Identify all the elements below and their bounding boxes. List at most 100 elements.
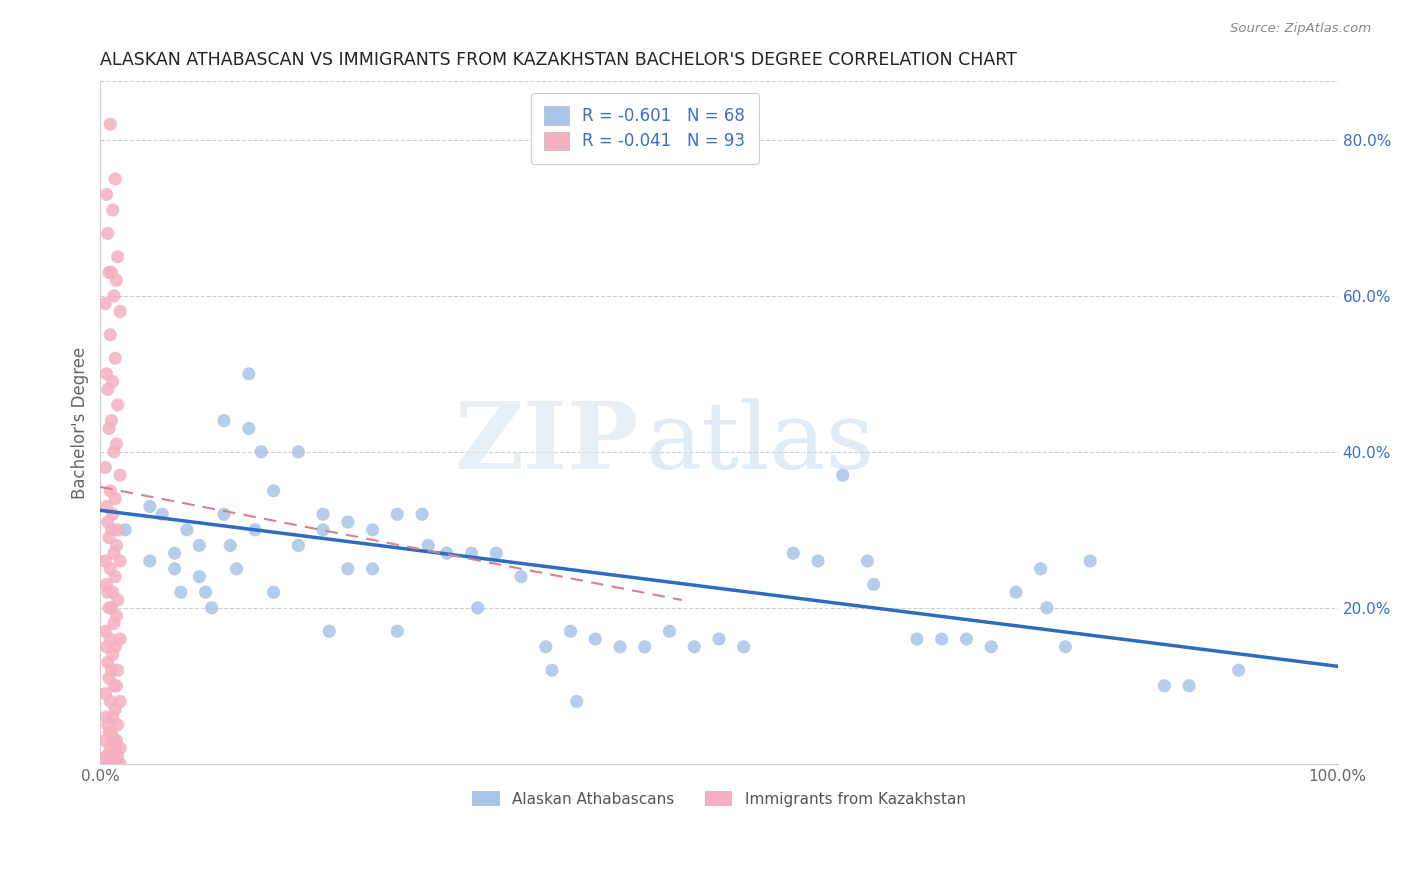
Point bbox=[98, 756, 121, 771]
Point bbox=[1178, 679, 1201, 693]
Point bbox=[238, 367, 260, 381]
Point bbox=[104, 351, 127, 366]
Point bbox=[94, 554, 117, 568]
Point bbox=[97, 718, 120, 732]
Point bbox=[100, 725, 122, 739]
Point bbox=[96, 756, 118, 771]
Point bbox=[98, 600, 121, 615]
Point bbox=[94, 624, 117, 639]
Point bbox=[100, 663, 122, 677]
Point bbox=[100, 265, 122, 279]
Point bbox=[98, 265, 121, 279]
Point bbox=[485, 546, 508, 560]
Point bbox=[467, 600, 489, 615]
Point bbox=[1036, 600, 1059, 615]
Point bbox=[98, 327, 121, 342]
Point bbox=[150, 507, 173, 521]
Point bbox=[609, 640, 631, 654]
Point bbox=[201, 600, 224, 615]
Point bbox=[98, 421, 121, 435]
Point bbox=[243, 523, 266, 537]
Point bbox=[188, 569, 211, 583]
Point bbox=[250, 445, 273, 459]
Point bbox=[97, 656, 120, 670]
Point bbox=[105, 273, 128, 287]
Point bbox=[194, 585, 217, 599]
Legend: Alaskan Athabascans, Immigrants from Kazakhstan: Alaskan Athabascans, Immigrants from Kaz… bbox=[465, 783, 973, 814]
Point bbox=[98, 741, 121, 756]
Point bbox=[96, 710, 118, 724]
Point bbox=[782, 546, 804, 560]
Point bbox=[108, 741, 131, 756]
Point bbox=[418, 538, 440, 552]
Point bbox=[1005, 585, 1028, 599]
Point bbox=[98, 725, 121, 739]
Point bbox=[96, 500, 118, 514]
Point bbox=[931, 632, 953, 646]
Point bbox=[105, 733, 128, 747]
Point bbox=[108, 694, 131, 708]
Point bbox=[96, 367, 118, 381]
Point bbox=[107, 718, 129, 732]
Point bbox=[108, 554, 131, 568]
Point bbox=[807, 554, 830, 568]
Point bbox=[101, 202, 124, 217]
Text: ALASKAN ATHABASCAN VS IMMIGRANTS FROM KAZAKHSTAN BACHELOR'S DEGREE CORRELATION C: ALASKAN ATHABASCAN VS IMMIGRANTS FROM KA… bbox=[100, 51, 1017, 69]
Point bbox=[105, 538, 128, 552]
Point bbox=[1029, 562, 1052, 576]
Point bbox=[107, 593, 129, 607]
Point bbox=[97, 585, 120, 599]
Point bbox=[287, 538, 309, 552]
Point bbox=[212, 507, 235, 521]
Point bbox=[103, 756, 125, 771]
Point bbox=[534, 640, 557, 654]
Point bbox=[105, 756, 128, 771]
Point bbox=[101, 585, 124, 599]
Point bbox=[98, 483, 121, 498]
Point bbox=[560, 624, 582, 639]
Point bbox=[104, 741, 127, 756]
Point bbox=[107, 749, 129, 764]
Point bbox=[1078, 554, 1101, 568]
Point bbox=[856, 554, 879, 568]
Point bbox=[101, 507, 124, 521]
Point bbox=[387, 507, 409, 521]
Point bbox=[707, 632, 730, 646]
Point bbox=[101, 375, 124, 389]
Point bbox=[98, 671, 121, 685]
Point bbox=[905, 632, 928, 646]
Point bbox=[108, 304, 131, 318]
Point bbox=[105, 437, 128, 451]
Point bbox=[107, 756, 129, 771]
Point bbox=[98, 694, 121, 708]
Point bbox=[96, 640, 118, 654]
Point bbox=[94, 460, 117, 475]
Point bbox=[565, 694, 588, 708]
Point bbox=[312, 507, 335, 521]
Point bbox=[1227, 663, 1250, 677]
Point bbox=[170, 585, 193, 599]
Point bbox=[107, 250, 129, 264]
Point bbox=[108, 756, 131, 771]
Point bbox=[104, 756, 127, 771]
Point bbox=[107, 523, 129, 537]
Point bbox=[100, 749, 122, 764]
Point bbox=[97, 227, 120, 241]
Point bbox=[100, 414, 122, 428]
Point bbox=[97, 383, 120, 397]
Point bbox=[238, 421, 260, 435]
Point bbox=[108, 632, 131, 646]
Point bbox=[1153, 679, 1175, 693]
Point bbox=[583, 632, 606, 646]
Point bbox=[634, 640, 657, 654]
Point bbox=[98, 756, 121, 771]
Point bbox=[103, 616, 125, 631]
Point bbox=[263, 483, 285, 498]
Point bbox=[103, 679, 125, 693]
Y-axis label: Bachelor's Degree: Bachelor's Degree bbox=[72, 346, 89, 499]
Point bbox=[108, 468, 131, 483]
Point bbox=[312, 523, 335, 537]
Point bbox=[361, 562, 384, 576]
Point bbox=[103, 445, 125, 459]
Point bbox=[225, 562, 247, 576]
